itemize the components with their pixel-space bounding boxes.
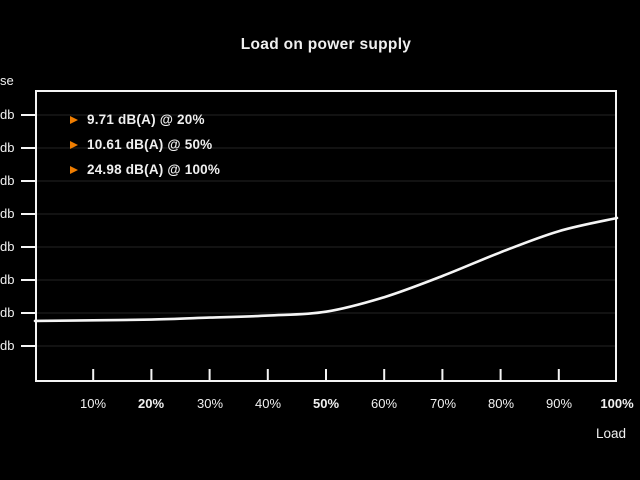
plot-border <box>35 90 617 382</box>
x-tick-label: 60% <box>370 396 398 411</box>
triangle-icon <box>70 140 78 149</box>
y-tick-label: db <box>0 173 15 188</box>
x-axis-title: Load <box>596 426 627 441</box>
y-tick-label: db <box>0 140 15 155</box>
chart-title: Load on power supply <box>240 36 412 53</box>
legend-label: 10.61 dB(A) @ 50% <box>87 137 213 152</box>
triangle-icon <box>70 165 78 174</box>
legend-label: 9.71 dB(A) @ 20% <box>87 112 205 127</box>
x-tick-label: 20% <box>137 396 165 411</box>
x-tick-label: 10% <box>79 396 107 411</box>
noise-curve <box>33 216 619 323</box>
legend-item: 9.71 dB(A) @ 20% <box>70 107 220 132</box>
x-tick-label: 80% <box>487 396 515 411</box>
x-tick-label: 40% <box>254 396 282 411</box>
x-tick-label: 30% <box>196 396 224 411</box>
legend-item: 10.61 dB(A) @ 50% <box>70 132 220 157</box>
legend-item: 24.98 dB(A) @ 100% <box>70 157 220 182</box>
y-tick-label: db <box>0 338 15 353</box>
y-axis-title-partial: se <box>0 73 14 88</box>
x-tick-label: 50% <box>312 396 340 411</box>
legend: 9.71 dB(A) @ 20% 10.61 dB(A) @ 50% 24.98… <box>70 107 220 182</box>
y-tick-label: db <box>0 272 15 287</box>
triangle-icon <box>70 115 78 124</box>
y-tick-label: db <box>0 206 15 221</box>
x-tick-label: 90% <box>545 396 573 411</box>
x-tick-label: 100% <box>600 396 634 411</box>
y-tick-label: db <box>0 107 15 122</box>
legend-label: 24.98 dB(A) @ 100% <box>87 162 221 177</box>
y-tick-label: db <box>0 305 15 320</box>
x-tick-label: 70% <box>429 396 457 411</box>
y-tick-label: db <box>0 239 15 254</box>
